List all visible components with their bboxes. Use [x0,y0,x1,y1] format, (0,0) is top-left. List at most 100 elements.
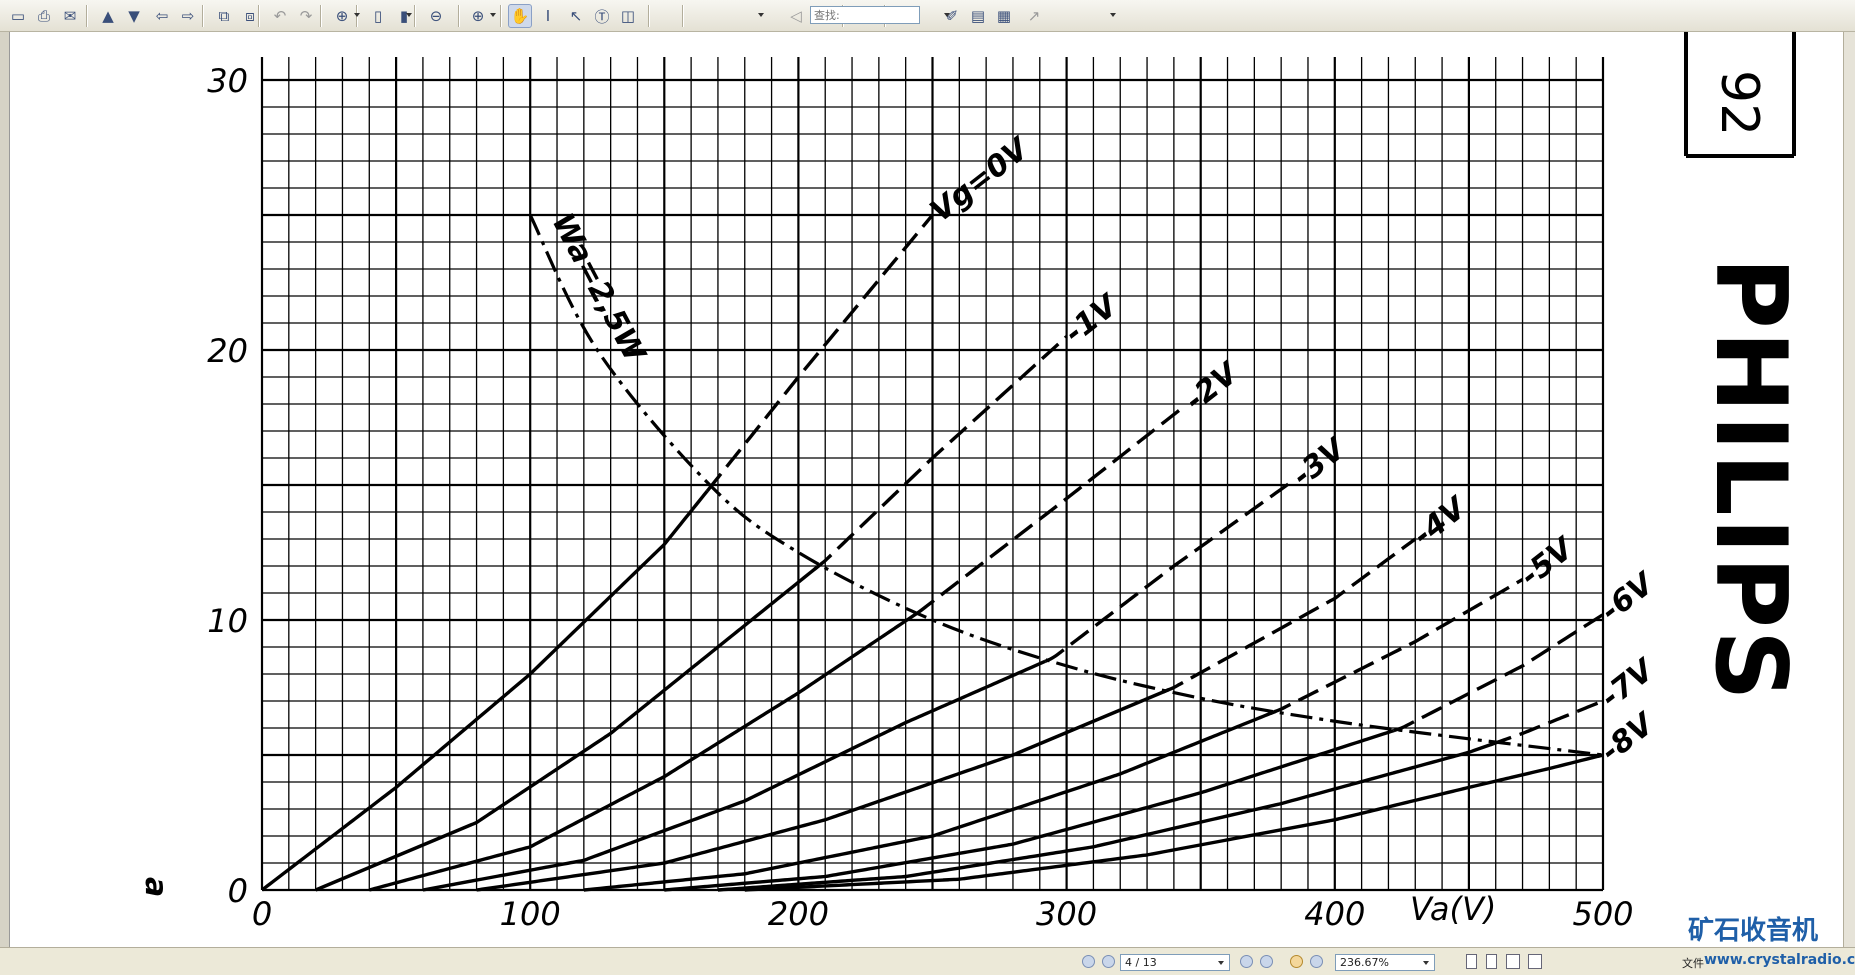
characteristic-curve-dashed [1044,480,1293,663]
toolbar-separator [320,5,322,27]
find-previous-icon[interactable]: ◁ [790,7,802,25]
toolbar-separator [682,5,684,27]
arrow-icon[interactable]: ↗ [1027,7,1041,25]
characteristic-curve-dashed [813,335,1068,571]
x-axis-label: Va(V) [1410,890,1496,928]
redo-icon[interactable]: ↷ [299,7,313,25]
zoom-plus-icon[interactable]: ⊕ [471,7,485,25]
toolbar-dropdown-arrow-icon[interactable] [406,13,412,17]
page-up-icon[interactable]: ▲ [102,7,114,25]
fit-page-icon[interactable]: ▯ [373,7,383,25]
select-image-icon[interactable]: ↖ [569,7,583,25]
toolbar-separator [414,5,416,27]
toolbar-separator [458,5,460,27]
characteristic-curve-dashed [705,213,934,493]
toolbar-dropdown-arrow-icon[interactable] [1110,13,1116,17]
x-tick-label: 200 [768,895,829,933]
x-tick-label: 300 [1036,895,1097,933]
toolbar-dropdown-arrow-icon[interactable] [944,13,950,17]
characteristic-curve-dashed [1489,699,1604,747]
characteristic-curve-dashed [1269,578,1524,715]
go-forward-icon[interactable] [1310,955,1323,968]
snapshot-icon[interactable]: ◫ [620,7,636,25]
go-back-icon[interactable] [1290,955,1303,968]
page-dropdown-icon[interactable] [1218,961,1224,965]
pencil-icon[interactable]: ✐ [945,7,959,25]
insert-pages-icon[interactable]: ⧉ [218,7,230,25]
first-page-icon[interactable] [1082,955,1095,968]
page-number-field[interactable]: 4 / 13 [1120,954,1230,971]
extract-pages-icon[interactable]: ⧈ [245,7,255,25]
save-icon[interactable]: ▭ [10,7,26,25]
undo-icon[interactable]: ↶ [273,7,287,25]
toolbar-dropdown-arrow-icon[interactable] [490,13,496,17]
characteristic-curve-dashed [1162,537,1417,694]
statusbar: 4 / 13 236.67% 文件 [0,947,1855,975]
chart-grid [260,57,1605,892]
characteristic-curve-dashed [1393,613,1604,733]
characteristic-curve-solid [476,688,1170,892]
forward-icon[interactable]: ⇨ [181,7,195,25]
characteristic-curve-solid [422,659,1046,892]
power-limit-curve [528,214,1604,757]
y-axis-label: a [138,877,173,897]
characteristic-curve-solid [260,489,709,892]
stamp-icon[interactable]: ▦ [996,7,1012,25]
characteristic-curve-solid [583,709,1277,892]
characteristic-curve-solid [314,563,821,892]
philips-logo: PHILIPS [1693,257,1807,703]
back-icon[interactable]: ⇦ [155,7,169,25]
x-tick-label: 400 [1304,895,1365,933]
toolbar-separator [202,5,204,27]
zoom-in-icon[interactable]: ⊕ [335,7,349,25]
facing-view-icon[interactable] [1506,954,1520,969]
continuous-view-icon[interactable] [1486,954,1497,969]
toolbar-separator [648,5,650,27]
characteristic-curve-solid [717,741,1497,892]
page-number: 92 [1709,70,1769,136]
print-icon[interactable]: ⎙ [37,7,50,25]
single-page-view-icon[interactable] [1466,954,1477,969]
watermark-name: 矿石收音机 [1688,916,1819,946]
zoom-field[interactable]: 236.67% [1335,954,1435,971]
statusbar-text: 文件 [1682,957,1704,970]
next-page-icon[interactable] [1240,955,1253,968]
previous-page-icon[interactable] [1102,955,1115,968]
fit-width-icon[interactable]: ▮ [399,7,409,25]
x-tick-label: 500 [1572,895,1633,933]
characteristic-curve-solid [664,728,1395,892]
search-input[interactable] [810,6,920,24]
select-text-icon[interactable]: Ⅰ [545,7,551,25]
zoom-out-icon[interactable]: ⊖ [429,7,443,25]
note-icon[interactable]: ▤ [970,7,986,25]
toolbar: ▭⎙✉▲▼⇦⇨⧉⧈↶↷⊕▯▮⊖⊕✋Ⅰ↖Ⓣ◫◁▷⌕✎▨✐▤▦↗ [0,0,1855,32]
characteristic-curve-dashed [915,404,1186,616]
toolbar-separator [500,5,502,27]
x-tick-label: 0 [252,895,272,933]
y-tick-label: 10 [207,602,248,640]
toolbar-dropdown-arrow-icon[interactable] [354,13,360,17]
x-tick-label: 100 [500,895,561,933]
characteristic-curve-solid [744,753,1604,892]
y-tick-label: 30 [207,62,248,100]
page-background [10,32,1843,947]
y-tick-label: 0 [228,872,248,910]
hand-tool-icon[interactable]: ✋ [508,4,532,28]
continuous-facing-view-icon[interactable] [1528,954,1542,969]
zoom-dropdown-icon[interactable] [1423,961,1429,965]
last-page-icon[interactable] [1260,955,1273,968]
toolbar-separator [86,5,88,27]
page-down-icon[interactable]: ▼ [128,7,140,25]
y-tick-label: 20 [207,332,248,370]
toolbar-separator [258,5,260,27]
toolbar-dropdown-arrow-icon[interactable] [758,13,764,17]
characteristic-curve-solid [368,612,918,892]
chart-ticks: 0 100 200 300 400 500 0 10 20 30 [207,62,1633,933]
watermark-url: www.crystalradio.cn [1704,952,1855,968]
chart-curves [260,213,1604,892]
navigation-panel-edge[interactable] [0,32,10,947]
text-box-icon[interactable]: Ⓣ [594,7,610,26]
email-icon[interactable]: ✉ [63,7,77,25]
vertical-scrollbar[interactable] [1843,32,1855,947]
